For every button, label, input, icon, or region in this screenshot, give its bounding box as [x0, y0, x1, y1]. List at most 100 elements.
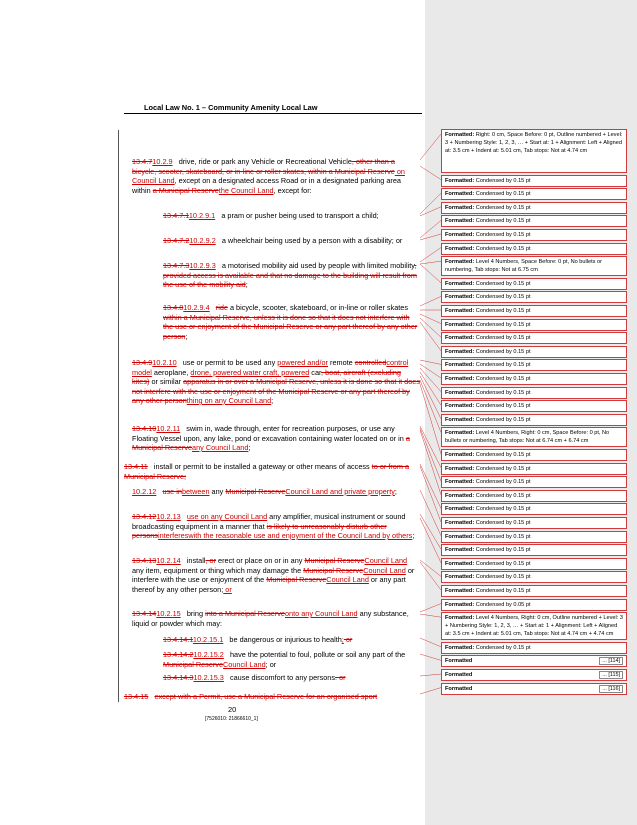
inserted-text: interfereswith the reasonable use and en…	[157, 531, 413, 540]
formatting-comment[interactable]: Formatted: Condensed by 0.15 pt	[441, 476, 627, 489]
collapsed-formatting-comment[interactable]: Formatted ... [114]	[441, 655, 627, 668]
deleted-clause-number: 13.4.14.3	[163, 673, 194, 682]
formatting-comment[interactable]: Formatted: Condensed by 0.15 pt	[441, 174, 627, 187]
deleted-text: into a Municipal Reserve	[205, 609, 285, 618]
deleted-clause-number: 13.4.7	[132, 157, 153, 166]
comment-label: Formatted:	[445, 294, 475, 301]
formatting-comment[interactable]: Formatted: Condensed by 0.15 pt	[441, 386, 627, 399]
formatting-comment[interactable]: Formatted: Condensed by 0.15 pt	[441, 373, 627, 385]
connector-line	[419, 561, 442, 591]
formatting-comment[interactable]: Formatted: Condensed by 0.15 pt	[441, 517, 627, 529]
comment-label: Formatted:	[445, 533, 475, 540]
formatting-comment[interactable]: Formatted: Condensed by 0.15 pt	[441, 305, 627, 317]
collapsed-formatting-comment[interactable]: Formatted ... [116]	[441, 682, 627, 695]
deleted-text: except with a Permit, use a Municipal Re…	[154, 692, 378, 701]
formatting-comment[interactable]: Formatted: Condensed by 0.15 pt	[441, 345, 627, 358]
formatting-comment[interactable]: Formatted: Condensed by 0.15 pt	[441, 359, 627, 372]
clause-text: ;	[245, 280, 248, 289]
formatting-comment[interactable]: Formatted: Condensed by 0.15 pt	[441, 530, 627, 543]
connector-line	[419, 517, 442, 563]
clause-text: or similar	[149, 377, 184, 386]
comment-label: Formatted:	[445, 574, 475, 581]
comment-text: Condensed by 0.15 pt	[474, 362, 531, 369]
comment-label: Formatted:	[445, 191, 475, 198]
formatting-comment[interactable]: Formatted: Condensed by 0.15 pt	[441, 585, 627, 597]
inserted-clause-number: 10.2.13	[156, 512, 181, 521]
formatting-comment[interactable]: Formatted: Condensed by 0.15 pt	[441, 489, 627, 502]
header-rule	[124, 113, 422, 114]
expand-comment-button[interactable]: ... [115]	[599, 671, 623, 679]
formatting-comment[interactable]: Formatted: Level 4 Numbers, Space Before…	[441, 256, 627, 277]
formatting-comment[interactable]: Formatted: Condensed by 0.15 pt	[441, 242, 627, 255]
comment-label: Formatted:	[445, 520, 475, 526]
formatting-comment[interactable]: Formatted: Condensed by 0.15 pt	[441, 544, 627, 557]
formatting-comment[interactable]: Formatted: Condensed by 0.15 pt	[441, 201, 627, 214]
inserted-clause-number: 10.2.9	[152, 157, 173, 166]
comment-text: Condensed by 0.15 pt	[474, 389, 531, 396]
deleted-text: , other than a bicycle, scooter, skatebo…	[132, 157, 395, 176]
connector-line	[419, 429, 442, 495]
formatting-comment[interactable]: Formatted: Condensed by 0.15 pt	[441, 291, 627, 304]
inserted-clause-number: 10.2.9.3	[189, 261, 216, 270]
inserted-clause-number: 10.2.15	[156, 609, 181, 618]
formatting-comment[interactable]: Formatted: Condensed by 0.15 pt	[441, 449, 627, 461]
clause-text: any	[209, 487, 226, 496]
comment-text: Condensed by 0.15 pt	[474, 520, 531, 526]
comment-text: Condensed by 0.15 pt	[474, 280, 531, 287]
formatting-comment[interactable]: Formatted: Condensed by 0.15 pt	[441, 318, 627, 331]
connector-line	[419, 673, 442, 677]
connector-line	[419, 247, 442, 263]
comment-label: Formatted:	[445, 615, 475, 622]
deleted-text: or	[343, 635, 353, 644]
formatting-comment[interactable]: Formatted: Condensed by 0.15 pt	[441, 503, 627, 516]
comment-text: Condensed by 0.15 pt	[474, 588, 531, 594]
formatting-comment[interactable]: Formatted: Condensed by 0.15 pt	[441, 229, 627, 241]
deleted-text: Municipal Reserve	[266, 575, 327, 584]
comment-text: Condensed by 0.15 pt	[474, 376, 531, 382]
clause-text: a motorised mobility aid used by people …	[221, 261, 415, 270]
formatting-comment[interactable]: Formatted: Condensed by 0.05 pt	[441, 598, 627, 611]
comment-label: Formatted:	[445, 492, 475, 499]
inserted-text: thing on any Council Land	[186, 396, 272, 405]
comment-label: Formatted:	[445, 280, 475, 287]
clause-paragraph: 13.4.15 except with a Permit, use a Muni…	[124, 692, 420, 702]
formatting-comment[interactable]: Formatted: Condensed by 0.15 pt	[441, 277, 627, 290]
clause-paragraph: 13.4.810.2.9.4 ride a bicycle, scooter, …	[163, 303, 420, 341]
deleted-clause-number: 13.4.7.2	[163, 236, 190, 245]
comment-text: Condensed by 0.15 pt	[474, 308, 531, 314]
formatting-comment[interactable]: Formatted: Level 4 Numbers, Right: 0 cm,…	[441, 612, 627, 641]
formatting-comment[interactable]: Formatted: Condensed by 0.15 pt	[441, 557, 627, 570]
comment-text: Condensed by 0.15 pt	[474, 492, 531, 499]
collapsed-formatting-comment[interactable]: Formatted ... [115]	[441, 669, 627, 681]
formatting-comment[interactable]: Formatted: Condensed by 0.15 pt	[441, 413, 627, 426]
comment-text: Condensed by 0.15 pt	[474, 218, 531, 225]
comment-label: Formatted:	[445, 321, 475, 328]
expand-comment-button[interactable]: ... [114]	[599, 657, 623, 666]
formatting-comment[interactable]: Formatted: Level 4 Numbers, Right: 0 cm,…	[441, 427, 627, 448]
inserted-clause-number: 10.2.9.4	[183, 303, 210, 312]
connector-line	[419, 321, 442, 351]
comment-text: Level 4 Numbers, Space Before: 0 pt, No …	[445, 259, 603, 274]
formatting-comment[interactable]: Formatted: Condensed by 0.15 pt	[441, 571, 627, 584]
inserted-text: control model	[132, 358, 409, 377]
formatting-comment[interactable]: Formatted: Condensed by 0.15 pt	[441, 215, 627, 228]
formatting-comment[interactable]: Formatted: Condensed by 0.15 pt	[441, 462, 627, 475]
comment-label: Formatted:	[445, 465, 475, 472]
clause-text: use or permit to be used any	[182, 358, 278, 367]
deleted-clause-number: 13.4.14	[132, 609, 157, 618]
formatting-comment[interactable]: Formatted: Condensed by 0.15 pt	[441, 641, 627, 654]
deleted-text: apparatus in or over a Municipal Reserve…	[132, 377, 420, 405]
comment-label: Formatted:	[445, 644, 475, 651]
clause-paragraph: 13.4.1010.2.11 swim in, wade through, en…	[132, 424, 420, 453]
deleted-clause-number: 13.4.10	[132, 424, 157, 433]
clause-text: ; or	[265, 659, 277, 669]
formatting-comment[interactable]: Formatted: Condensed by 0.15 pt	[441, 332, 627, 345]
comment-text: Condensed by 0.15 pt	[474, 560, 531, 567]
formatting-comment[interactable]: Formatted: Condensed by 0.15 pt	[441, 400, 627, 413]
formatting-comment[interactable]: Formatted: Right: 0 cm, Space Before: 0 …	[441, 129, 627, 173]
comment-label: Formatted:	[445, 588, 475, 594]
deleted-text: controlled	[354, 358, 387, 367]
expand-comment-button[interactable]: ... [116]	[599, 684, 623, 693]
formatting-comment[interactable]: Formatted: Condensed by 0.15 pt	[441, 188, 627, 201]
comment-text: Condensed by 0.05 pt	[474, 601, 531, 608]
